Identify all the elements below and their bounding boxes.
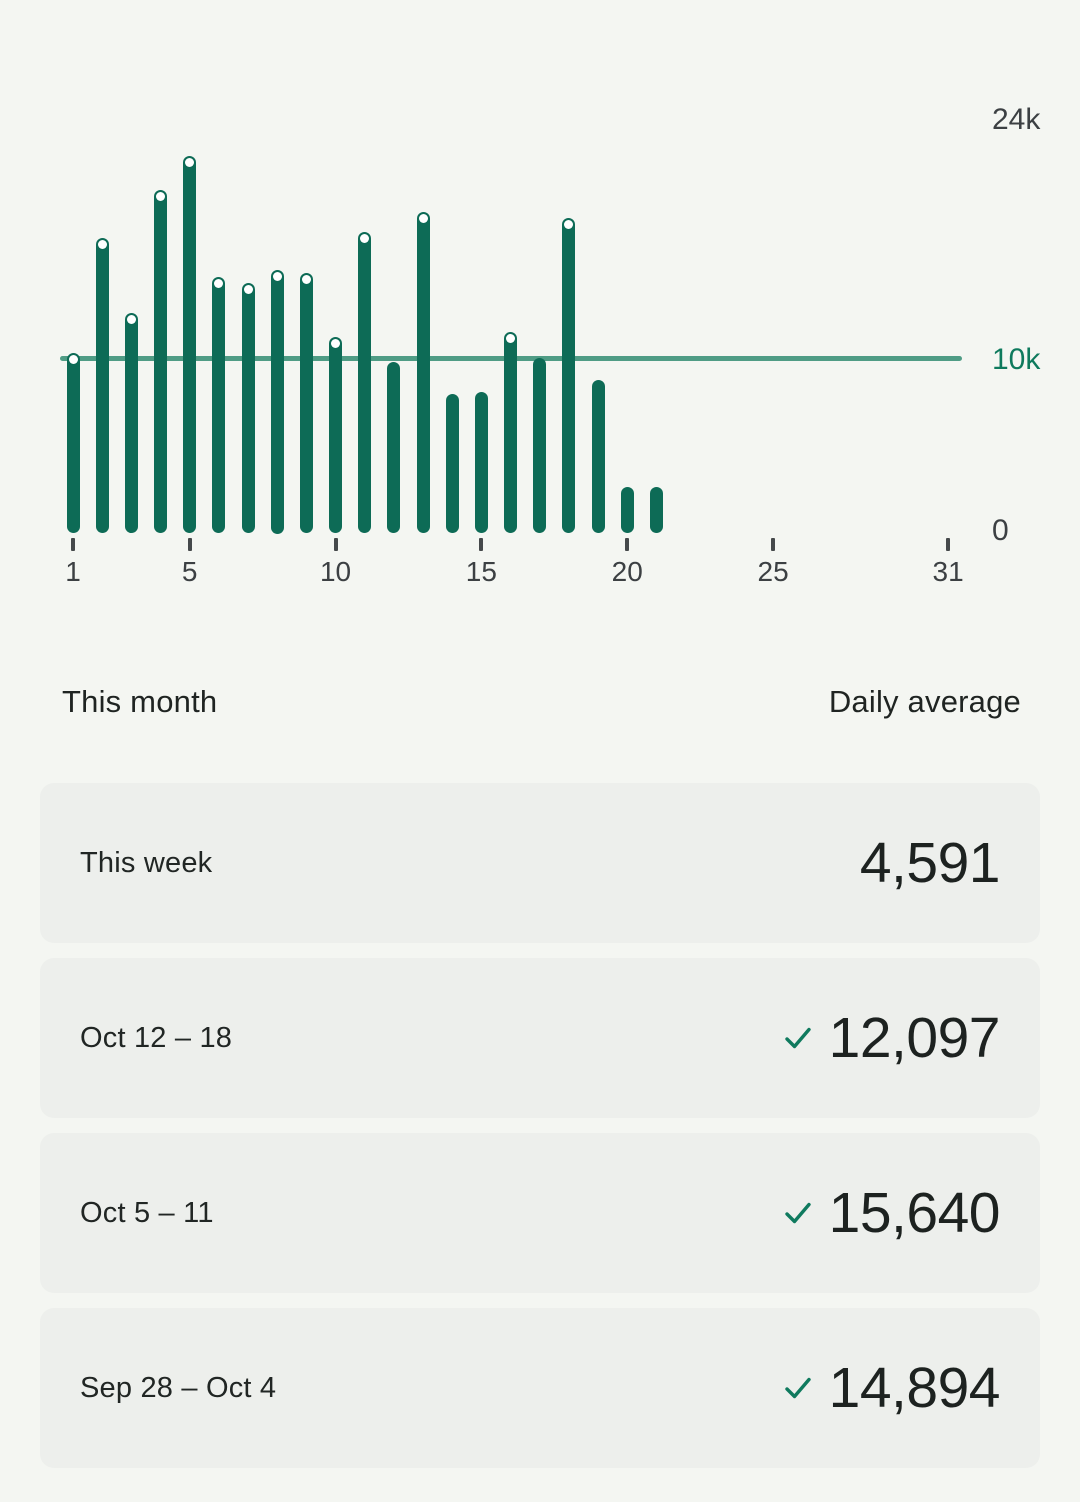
goal-reached-dot bbox=[156, 191, 165, 201]
bar-day-11[interactable] bbox=[358, 231, 372, 534]
bar-day-21[interactable] bbox=[649, 487, 663, 534]
x-axis-label-25: 25 bbox=[757, 556, 789, 587]
bar-day-2[interactable] bbox=[95, 238, 109, 534]
bar-day-12[interactable] bbox=[387, 361, 401, 534]
y-axis-label-max: 24k bbox=[992, 103, 1041, 136]
daily-average-value: 15,640 bbox=[828, 1181, 1001, 1245]
x-axis-tick-1 bbox=[71, 538, 75, 551]
steps-chart: 1 5 10 15 20 25 31 24k 10k 0 bbox=[0, 0, 1080, 650]
list-item-oct-12-18[interactable]: Oct 12 – 18 12,097 bbox=[40, 958, 1040, 1118]
goal-reached-dot bbox=[360, 233, 370, 243]
x-axis-tick-5 bbox=[187, 538, 192, 551]
summary-header: This month Daily average bbox=[0, 684, 1080, 720]
row-label: Oct 12 – 18 bbox=[80, 1021, 233, 1054]
x-axis-label-10: 10 bbox=[319, 556, 352, 587]
x-axis-label-5: 5 bbox=[181, 556, 198, 587]
goal-reached-dot bbox=[214, 278, 224, 288]
goal-reached-dot bbox=[97, 240, 107, 250]
row-label: This week bbox=[80, 846, 213, 879]
goal-reached-dot bbox=[331, 338, 341, 348]
y-axis-label-zero: 0 bbox=[992, 514, 1009, 547]
list-item-this-week[interactable]: This week 4,591 bbox=[40, 783, 1040, 943]
bar-day-6[interactable] bbox=[212, 276, 226, 534]
x-axis-label-1: 1 bbox=[65, 556, 81, 587]
bar-day-13[interactable] bbox=[416, 211, 430, 534]
bar-day-18[interactable] bbox=[562, 218, 576, 534]
daily-average-value: 14,894 bbox=[828, 1356, 1001, 1420]
bar-day-5[interactable] bbox=[183, 156, 197, 534]
goal-reached-dot bbox=[68, 354, 78, 364]
x-axis-tick-31 bbox=[946, 538, 951, 551]
x-axis-label-31: 31 bbox=[932, 556, 964, 587]
daily-average-value: 12,097 bbox=[828, 1006, 1001, 1070]
goal-check-icon bbox=[784, 1027, 811, 1049]
bar-day-17[interactable] bbox=[533, 357, 547, 534]
goal-reached-dot bbox=[272, 272, 282, 281]
bar-day-8[interactable] bbox=[270, 270, 284, 534]
goal-reached-dot bbox=[418, 213, 428, 223]
bar-day-4[interactable] bbox=[154, 189, 167, 534]
bar-day-15[interactable] bbox=[474, 391, 488, 534]
goal-reached-dot bbox=[243, 285, 253, 295]
weekly-average-list: This week 4,591 Oct 12 – 18 12,097 Oct 5… bbox=[40, 783, 1040, 1483]
x-axis-label-20: 20 bbox=[611, 556, 643, 587]
bar-day-1[interactable] bbox=[66, 352, 80, 534]
x-axis-tick-10 bbox=[333, 538, 338, 551]
daily-average-value: 4,591 bbox=[859, 831, 1001, 895]
x-axis-tick-15 bbox=[479, 538, 484, 551]
x-axis-tick-25 bbox=[771, 538, 776, 551]
bar-day-7[interactable] bbox=[241, 283, 255, 534]
daily-average-label: Daily average bbox=[828, 684, 1021, 719]
x-axis-tick-20 bbox=[625, 538, 630, 551]
bar-day-16[interactable] bbox=[504, 331, 518, 534]
bar-day-14[interactable] bbox=[445, 393, 459, 534]
bar-day-19[interactable] bbox=[591, 380, 605, 534]
list-item-sep-28-oct-4[interactable]: Sep 28 – Oct 4 14,894 bbox=[40, 1308, 1040, 1468]
bar-day-9[interactable] bbox=[299, 273, 313, 534]
goal-reached-dot bbox=[564, 220, 574, 230]
this-month-label: This month bbox=[62, 684, 218, 719]
bar-day-3[interactable] bbox=[124, 313, 138, 534]
y-axis-label-goal: 10k bbox=[992, 343, 1041, 376]
row-label: Oct 5 – 11 bbox=[80, 1196, 214, 1229]
goal-reached-dot bbox=[126, 315, 136, 325]
goal-check-icon bbox=[784, 1377, 811, 1399]
goal-reached-dot bbox=[506, 333, 516, 343]
goal-reached-dot bbox=[301, 275, 311, 285]
bar-day-20[interactable] bbox=[620, 487, 634, 534]
goal-check-icon bbox=[784, 1202, 811, 1224]
bar-day-10[interactable] bbox=[329, 336, 343, 534]
x-axis-label-15: 15 bbox=[465, 556, 497, 587]
list-item-oct-5-11[interactable]: Oct 5 – 11 15,640 bbox=[40, 1133, 1040, 1293]
goal-reached-dot bbox=[185, 158, 195, 168]
row-label: Sep 28 – Oct 4 bbox=[80, 1371, 277, 1404]
